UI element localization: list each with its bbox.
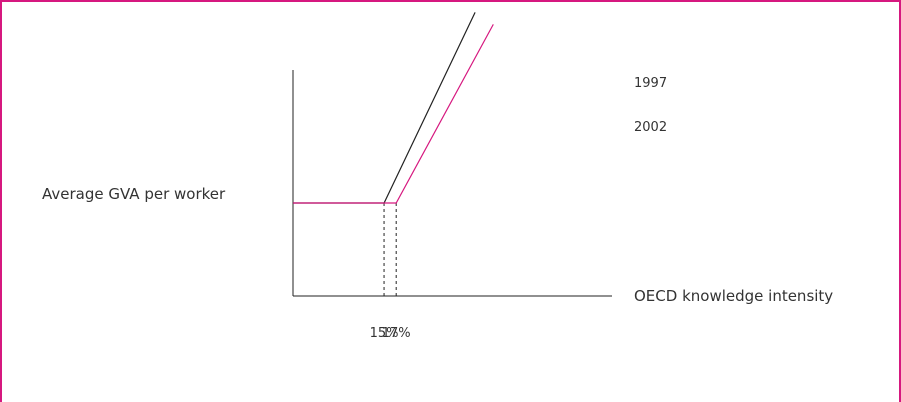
- y-axis-label: Average GVA per worker: [42, 185, 226, 203]
- x-axis-label: OECD knowledge intensity: [634, 287, 833, 305]
- series-line-2002: [293, 24, 494, 204]
- series-label-2002: 2002: [634, 120, 667, 135]
- x-tick-label-17: 17%: [382, 326, 411, 341]
- series-label-1997: 1997: [634, 76, 667, 91]
- x-tick-label-15: 15%: [370, 326, 399, 341]
